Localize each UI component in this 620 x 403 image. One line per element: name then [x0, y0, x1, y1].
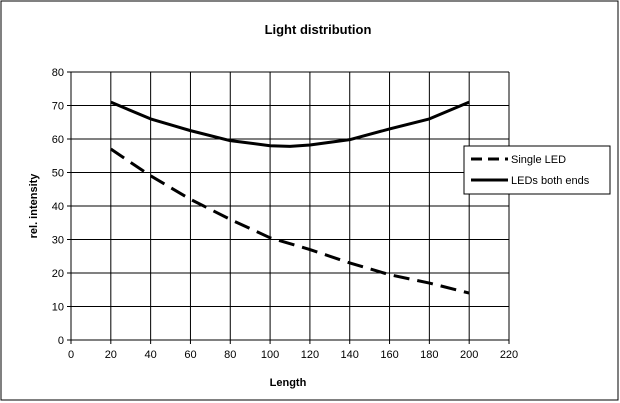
x-tick-label: 120	[301, 349, 319, 361]
chart-title: Light distribution	[265, 22, 372, 37]
x-tick-label: 140	[341, 349, 359, 361]
x-tick-label: 20	[105, 349, 117, 361]
legend: Single LED LEDs both ends	[463, 145, 611, 195]
legend-label-2: LEDs both ends	[511, 175, 590, 187]
y-tick-label: 40	[52, 201, 64, 213]
x-axis-label: Length	[270, 377, 307, 389]
x-tick-label: 100	[261, 349, 279, 361]
series-line-1	[109, 147, 470, 295]
x-tick-label: 180	[420, 349, 438, 361]
x-tick-label: 60	[184, 349, 196, 361]
x-tick-label: 0	[68, 349, 74, 361]
x-tick-label: 40	[145, 349, 157, 361]
series-line-2	[110, 100, 470, 148]
y-tick-label: 50	[52, 168, 64, 180]
y-tick-label: 70	[52, 101, 64, 113]
y-tick-label: 30	[52, 235, 64, 247]
y-tick-label: 0	[58, 335, 64, 347]
y-axis-label: rel. intensity	[28, 173, 40, 239]
y-tick-label: 80	[52, 67, 64, 79]
legend-label-1: Single LED	[511, 154, 566, 166]
y-tick-label: 60	[52, 134, 64, 146]
x-tick-label: 160	[380, 349, 398, 361]
legend-box	[463, 145, 611, 195]
x-tick-label: 80	[224, 349, 236, 361]
x-tick-label: 220	[500, 349, 518, 361]
y-tick-label: 10	[52, 302, 64, 314]
plot-area: 0 20 40 60 80 100 120 140 160 180 200 220 0 10 20 30 40 5…	[52, 67, 518, 361]
y-tick-label: 20	[52, 268, 64, 280]
x-tick-label: 200	[460, 349, 478, 361]
